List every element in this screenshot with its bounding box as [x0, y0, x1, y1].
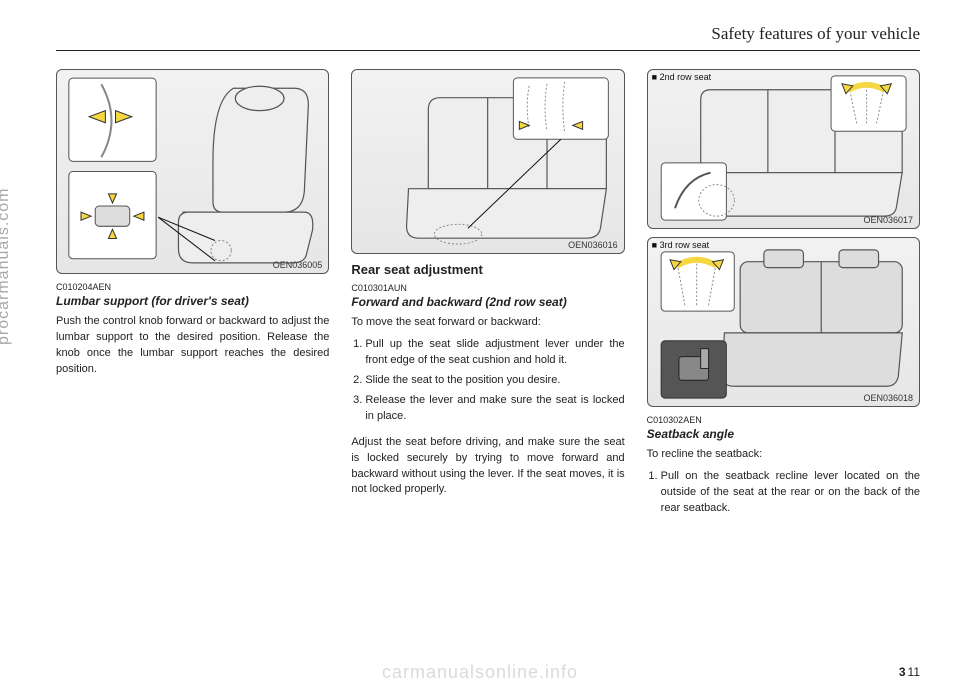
- subtitle: Seatback angle: [647, 427, 920, 441]
- page-number: 311: [899, 665, 920, 679]
- step: Pull up the seat slide adjustment lever …: [365, 337, 624, 369]
- section-title: Rear seat adjustment: [351, 262, 624, 277]
- watermark-bottom: carmanualsonline.info: [382, 662, 578, 683]
- header-title: Safety features of your vehicle: [711, 24, 920, 43]
- figure-label: ■ 2nd row seat: [652, 72, 711, 82]
- row3-illustration: [648, 238, 919, 406]
- step: Release the lever and make sure the seat…: [365, 393, 624, 425]
- figure-id: OEN036018: [863, 393, 913, 403]
- watermark-side: procarmanuals.com: [0, 187, 13, 345]
- column-3: ■ 2nd row seat: [647, 69, 920, 527]
- spec-code: C010204AEN: [56, 282, 329, 292]
- lumbar-illustration: [57, 70, 328, 273]
- section-num: 3: [899, 665, 906, 679]
- columns: OEN036005 C010204AEN Lumbar support (for…: [56, 69, 920, 527]
- figure-id: OEN036005: [273, 260, 323, 270]
- column-1: OEN036005 C010204AEN Lumbar support (for…: [56, 69, 329, 527]
- header: Safety features of your vehicle: [56, 24, 920, 51]
- subtitle: Forward and backward (2nd row seat): [351, 295, 624, 309]
- row2-illustration: [648, 70, 919, 228]
- figure-id: OEN036017: [863, 215, 913, 225]
- intro: To move the seat forward or backward:: [351, 315, 624, 331]
- subtitle: Lumbar support (for driver's seat): [56, 294, 329, 308]
- rear-slide-illustration: [352, 70, 623, 253]
- figure-label: ■ 3rd row seat: [652, 240, 709, 250]
- spec-code: C010302AEN: [647, 415, 920, 425]
- outro: Adjust the seat before driving, and make…: [351, 435, 624, 499]
- figure-3rd-row: ■ 3rd row seat: [647, 237, 920, 407]
- figure-id: OEN036016: [568, 240, 618, 250]
- page: Safety features of your vehicle: [0, 0, 960, 689]
- page-num: 11: [908, 665, 920, 679]
- column-2: OEN036016 Rear seat adjustment C010301AU…: [351, 69, 624, 527]
- step: Pull on the seatback recline lever locat…: [661, 469, 920, 517]
- figure-2nd-row: ■ 2nd row seat: [647, 69, 920, 229]
- intro: To recline the seatback:: [647, 447, 920, 463]
- step: Slide the seat to the position you desir…: [365, 373, 624, 389]
- steps-list: Pull on the seatback recline lever locat…: [647, 469, 920, 521]
- body: Push the control knob forward or backwar…: [56, 314, 329, 378]
- figure-rear-slide: OEN036016: [351, 69, 624, 254]
- figure-lumbar: OEN036005: [56, 69, 329, 274]
- steps-list: Pull up the seat slide adjustment lever …: [351, 337, 624, 429]
- spec-code: C010301AUN: [351, 283, 624, 293]
